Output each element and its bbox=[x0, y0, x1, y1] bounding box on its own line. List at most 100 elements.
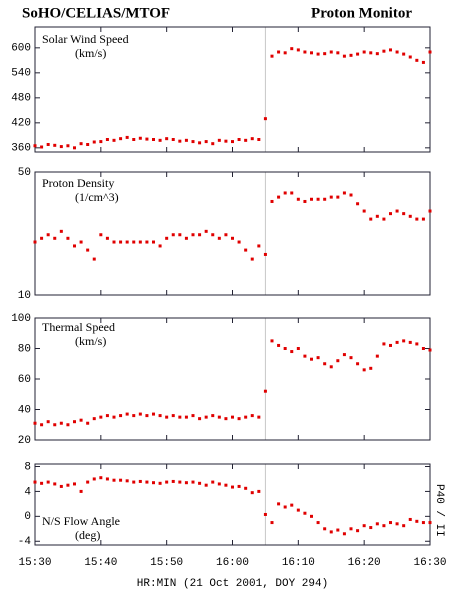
data-point bbox=[152, 240, 155, 244]
data-point bbox=[33, 421, 37, 425]
data-point bbox=[296, 347, 300, 350]
panel-unit: (km/s) bbox=[75, 46, 106, 60]
data-point bbox=[79, 418, 83, 422]
data-point bbox=[66, 236, 70, 240]
data-point bbox=[112, 415, 116, 419]
data-point bbox=[119, 137, 123, 141]
data-point bbox=[329, 365, 333, 369]
data-point bbox=[395, 522, 399, 526]
data-point bbox=[178, 480, 182, 484]
data-point bbox=[40, 481, 44, 485]
data-point bbox=[105, 236, 109, 240]
data-point bbox=[46, 233, 50, 237]
data-point bbox=[66, 423, 70, 427]
data-point bbox=[375, 52, 379, 56]
data-point bbox=[33, 144, 37, 148]
data-point bbox=[316, 356, 320, 360]
data-point bbox=[132, 138, 136, 141]
data-point bbox=[33, 240, 37, 244]
data-point bbox=[158, 481, 162, 485]
data-point bbox=[191, 480, 195, 484]
x-tick-label: 16:10 bbox=[282, 557, 315, 569]
data-point bbox=[66, 483, 70, 487]
data-point bbox=[303, 50, 307, 54]
data-point bbox=[428, 50, 432, 54]
data-point bbox=[132, 240, 136, 244]
data-point bbox=[375, 214, 379, 218]
data-point bbox=[428, 521, 432, 525]
data-point bbox=[402, 339, 406, 343]
y-tick-label: 80 bbox=[18, 343, 31, 355]
data-point bbox=[415, 519, 419, 523]
data-point bbox=[125, 412, 129, 416]
data-point bbox=[59, 484, 63, 488]
data-point bbox=[303, 354, 307, 358]
data-point bbox=[395, 340, 399, 344]
header-left: SoHO/CELIAS/MTOF bbox=[22, 5, 170, 21]
data-point bbox=[217, 138, 221, 142]
data-point bbox=[211, 142, 215, 146]
y-tick-label: 20 bbox=[18, 435, 31, 447]
data-point bbox=[99, 415, 103, 419]
data-point bbox=[105, 477, 109, 481]
side-note: P40 / II bbox=[433, 484, 445, 537]
data-point bbox=[316, 521, 320, 525]
data-point bbox=[395, 50, 399, 54]
data-point bbox=[323, 52, 327, 56]
data-point bbox=[408, 55, 412, 59]
data-point bbox=[224, 233, 228, 237]
data-point bbox=[277, 343, 281, 347]
data-point bbox=[408, 340, 412, 344]
data-point bbox=[46, 420, 50, 424]
data-point bbox=[290, 47, 294, 51]
data-point bbox=[191, 414, 195, 418]
data-point bbox=[428, 209, 432, 213]
data-point bbox=[257, 244, 261, 248]
data-point bbox=[33, 480, 37, 484]
data-point bbox=[356, 202, 360, 206]
data-point bbox=[198, 141, 202, 145]
data-point bbox=[138, 240, 142, 244]
data-point bbox=[375, 354, 379, 358]
data-point bbox=[99, 140, 103, 144]
data-point bbox=[198, 233, 202, 237]
data-point bbox=[310, 514, 313, 518]
data-point bbox=[323, 197, 327, 201]
data-point bbox=[132, 480, 136, 484]
data-point bbox=[73, 420, 76, 424]
data-point bbox=[303, 511, 307, 515]
panel-unit: (deg) bbox=[75, 528, 100, 542]
data-point bbox=[217, 415, 221, 419]
data-point bbox=[336, 528, 340, 532]
data-point bbox=[79, 240, 83, 244]
data-point bbox=[53, 236, 57, 240]
data-point bbox=[138, 136, 142, 140]
data-point bbox=[86, 143, 90, 146]
data-point bbox=[158, 138, 162, 142]
data-point bbox=[112, 240, 116, 244]
data-point bbox=[86, 248, 90, 252]
data-point bbox=[250, 257, 254, 261]
data-point bbox=[402, 212, 406, 216]
data-point bbox=[224, 139, 228, 143]
data-point bbox=[257, 415, 261, 419]
data-point bbox=[40, 423, 44, 427]
data-point bbox=[152, 481, 155, 485]
data-point bbox=[217, 482, 221, 486]
y-tick-label: -4 bbox=[18, 536, 32, 548]
data-point bbox=[165, 137, 169, 141]
data-point bbox=[125, 135, 129, 139]
data-point bbox=[158, 414, 162, 418]
data-point bbox=[86, 421, 90, 425]
data-point bbox=[178, 139, 182, 143]
data-point bbox=[342, 54, 346, 58]
data-point bbox=[198, 417, 202, 421]
data-point bbox=[310, 197, 313, 201]
data-point bbox=[415, 217, 419, 221]
y-tick-label: 0 bbox=[24, 511, 31, 523]
data-point bbox=[296, 508, 300, 512]
data-point bbox=[369, 51, 373, 55]
data-point bbox=[191, 233, 195, 237]
data-point bbox=[244, 415, 248, 419]
data-point bbox=[92, 257, 96, 261]
